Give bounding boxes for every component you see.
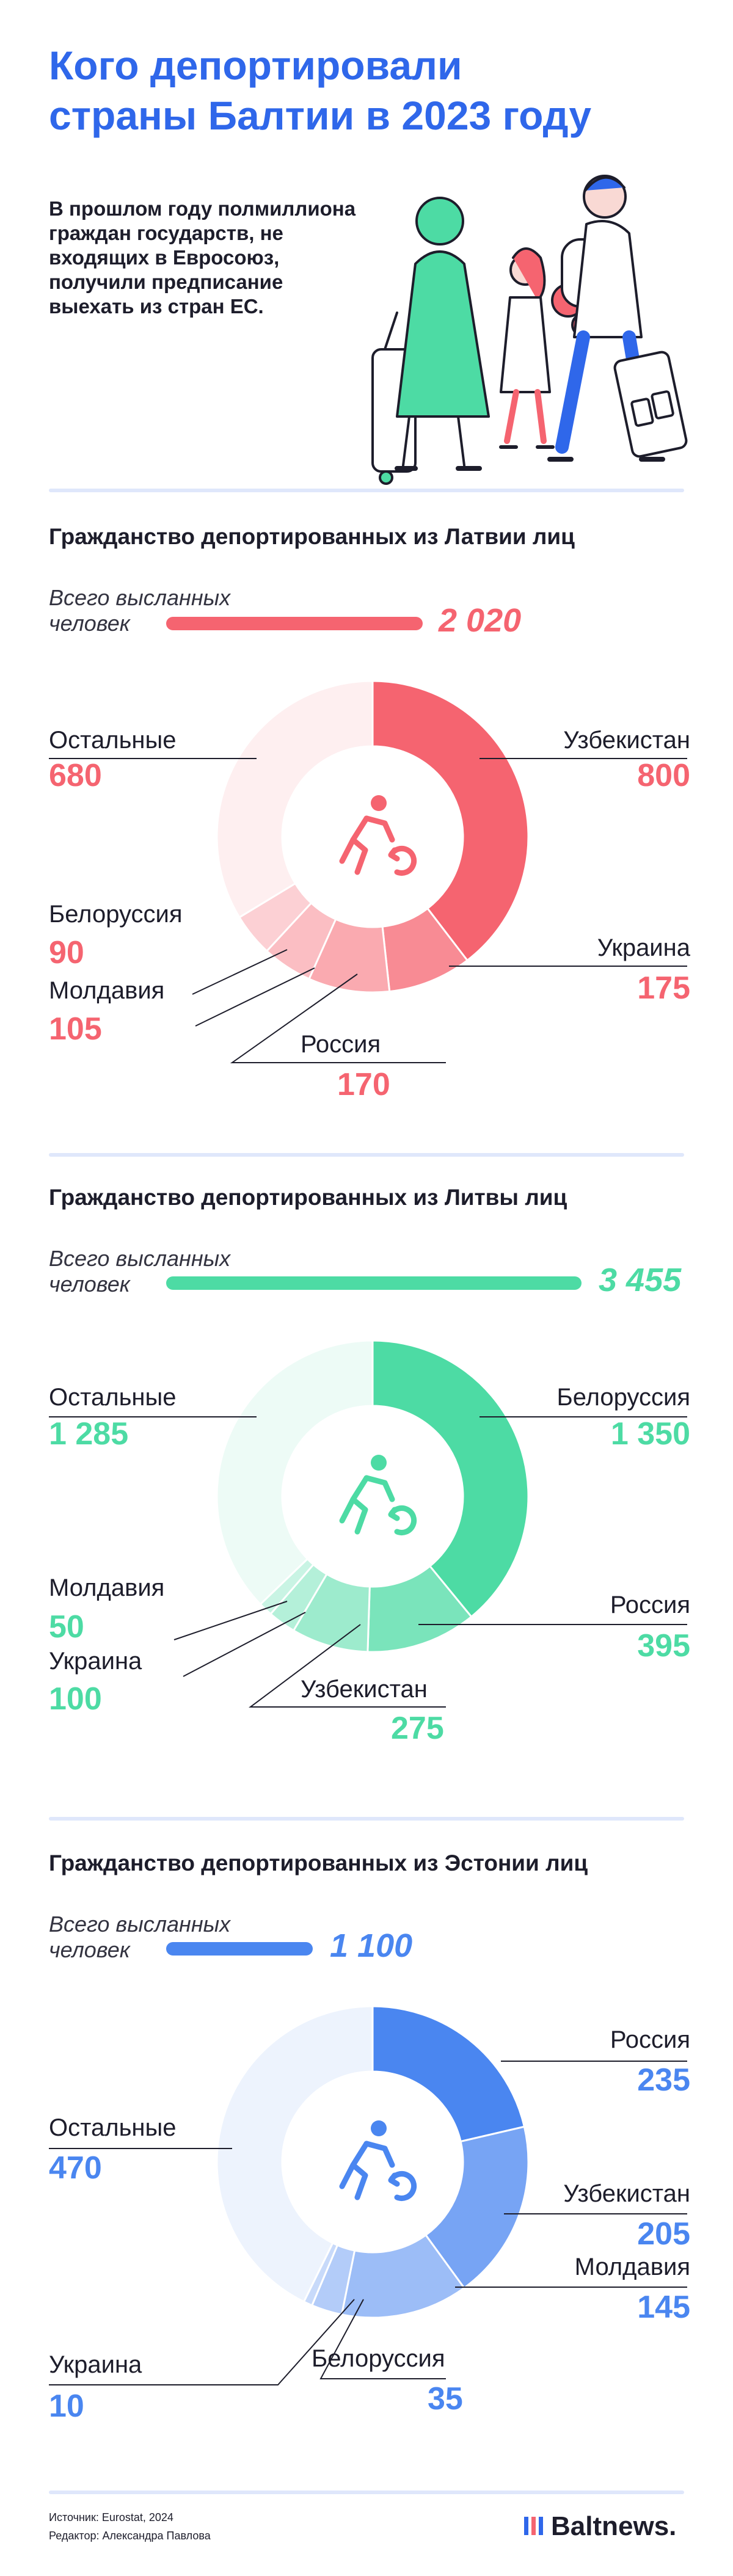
donut-slice-1 [371,680,530,962]
total-bar-lithuania [166,1276,582,1290]
donut-chart-lithuania [216,1339,530,1653]
lead-text: В прошлом году полмиллиона граждан госуд… [49,197,356,318]
label-value: 50 [49,1609,84,1645]
label-value: 205 [637,2216,690,2252]
label-name: Россия [610,1592,690,1618]
label-value: 1 285 [49,1416,129,1452]
section-title-latvia: Гражданство депортированных из Латвии ли… [49,524,575,549]
label-name: Украина [49,1648,142,1675]
total-value-latvia: 2 020 [439,602,522,639]
label-name: Молдавия [49,1574,165,1601]
label-name: Белоруссия [556,1384,690,1411]
donut-chart-latvia [216,680,530,994]
total-value-lithuania: 3 455 [599,1262,682,1298]
source-note: Источник: Eurostat, 2024 [49,2511,173,2523]
label-value: 105 [49,1011,102,1047]
total-label-line-2: человек [49,611,130,636]
total-label-latvia: Всего высланных человек [49,585,230,636]
label-value: 800 [637,758,690,793]
donut-slice-2 [424,2125,530,2290]
label-value: 100 [49,1681,102,1717]
label-name: Остальные [49,727,177,754]
total-bar-estonia [166,1942,313,1956]
label-value: 90 [49,935,84,970]
label-name: Остальные [49,1384,177,1411]
section-title-lithuania: Гражданство депортированных из Литвы лиц [49,1185,567,1210]
logo-bars-icon [524,2512,545,2543]
label-name: Украина [597,934,690,961]
total-label-estonia: Всего высланных человек [49,1912,230,1963]
total-label-line-2: человек [49,1937,130,1962]
total-label-line-1: Всего высланных [49,1912,231,1937]
donut-slice-6 [216,680,374,919]
total-bar-latvia [166,617,423,630]
section-divider [49,1817,684,1821]
section-divider [49,2490,684,2494]
deportation-icon [339,2120,417,2201]
section-divider [49,1153,684,1157]
editor-note: Редактор: Александра Павлова [49,2530,211,2542]
label-value: 145 [637,2290,690,2325]
total-label-line-2: человек [49,1272,130,1297]
label-value: 235 [637,2062,690,2098]
deportation-icon [339,1455,417,1535]
label-value: 395 [637,1628,690,1664]
deportation-icon [339,795,417,876]
label-value: 470 [49,2150,102,2186]
label-value: 275 [391,1711,444,1746]
baltnews-logo: Baltnews. [524,2511,676,2543]
label-value: 170 [337,1067,390,1102]
section-title-estonia: Гражданство депортированных из Эстонии л… [49,1850,588,1876]
total-label-lithuania: Всего высланных человек [49,1246,230,1297]
donut-slice-6 [216,1339,374,1606]
page-title: Кого депортировали страны Балтии в 2023 … [49,40,690,140]
total-label-line-1: Всего высланных [49,585,231,610]
logo-text: Baltnews. [551,2511,677,2541]
label-name: Узбекистан [301,1676,428,1703]
total-label-line-1: Всего высланных [49,1246,231,1271]
donut-slice-6 [216,2005,374,2303]
donut-slice-1 [371,1339,530,1618]
title-line-1: Кого депортировали [49,43,462,88]
title-line-2: страны Балтии в 2023 году [49,93,592,138]
label-value: 175 [637,970,690,1006]
label-name: Белоруссия [312,2345,445,2372]
section-divider [49,489,684,492]
donut-chart-estonia [216,2005,530,2319]
donut-slice-1 [371,2005,526,2143]
label-name: Молдавия [49,977,165,1004]
total-value-estonia: 1 100 [330,1927,413,1964]
leader-lines-latvia [49,758,687,1063]
label-name: Россия [610,2026,690,2053]
label-name: Белоруссия [49,901,183,928]
label-name: Украина [49,2351,142,2378]
label-value: 35 [428,2381,463,2417]
label-value: 680 [49,758,102,793]
label-name: Узбекистан [563,2180,690,2207]
label-name: Россия [301,1031,381,1058]
label-value: 1 350 [610,1416,690,1452]
family-travel-illustration [371,175,688,485]
label-name: Молдавия [574,2254,690,2280]
label-name: Узбекистан [563,727,690,754]
label-name: Остальные [49,2114,177,2141]
label-value: 10 [49,2389,84,2424]
